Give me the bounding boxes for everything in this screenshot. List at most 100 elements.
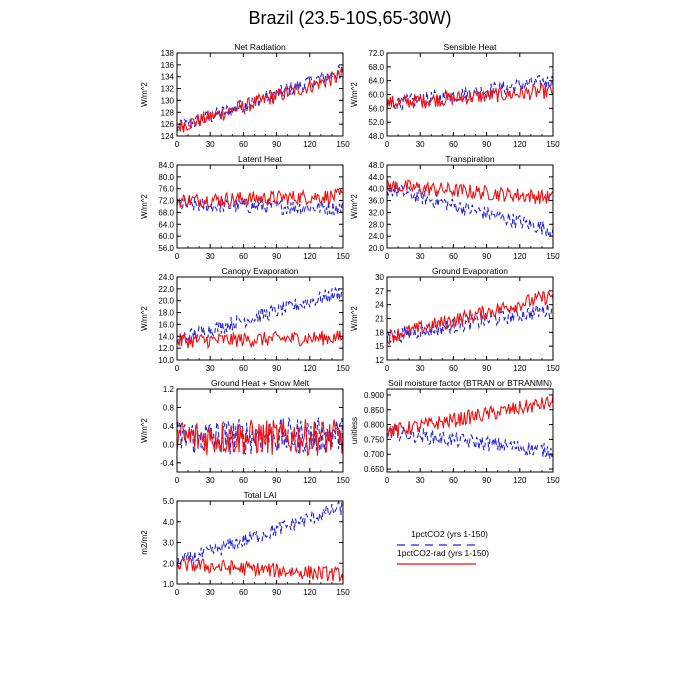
plot-frame: [386, 164, 554, 249]
y-tick-label: 10.0: [158, 356, 174, 365]
y-tick-label: 132: [161, 85, 175, 94]
y-tick-label: -0.4: [160, 459, 174, 468]
x-tick-label: 150: [336, 588, 350, 597]
y-tick-label: 30: [375, 273, 384, 282]
panel-title: Sensible Heat: [444, 42, 498, 52]
series-line-1: [177, 286, 343, 345]
y-tick-label: 72.0: [368, 49, 384, 58]
x-tick-label: 60: [239, 364, 248, 373]
x-tick-label: 120: [513, 252, 527, 261]
plot-frame: [386, 388, 554, 473]
y-tick-label: 0.750: [364, 435, 385, 444]
series-line-2: [387, 83, 553, 111]
y-tick-label: 16.0: [158, 320, 174, 329]
y-tick-label: 56.0: [368, 104, 384, 113]
x-tick-label: 0: [385, 140, 390, 149]
y-tick-label: 15: [375, 342, 384, 351]
panel-title: Ground Evaporation: [432, 266, 508, 276]
x-tick-label: 150: [336, 476, 350, 485]
x-tick-label: 120: [513, 140, 527, 149]
x-tick-label: 60: [449, 476, 458, 485]
x-tick-label: 60: [239, 252, 248, 261]
y-tick-label: 22.0: [158, 285, 174, 294]
y-tick-label: 12: [375, 356, 384, 365]
series-line-2: [177, 330, 343, 350]
x-tick-label: 120: [513, 476, 527, 485]
series-line-2: [177, 557, 343, 582]
y-tick-label: 27: [375, 287, 384, 296]
x-tick-label: 90: [272, 252, 281, 261]
y-tick-label: 2.0: [163, 559, 175, 568]
panel-title: Net Radiation: [234, 42, 286, 52]
y-tick-label: 48.0: [368, 132, 384, 141]
x-tick-label: 150: [546, 476, 560, 485]
y-axis-label: W/m^2: [350, 194, 359, 219]
x-tick-label: 30: [416, 252, 425, 261]
x-tick-label: 30: [206, 476, 215, 485]
y-tick-label: 72.0: [158, 197, 174, 206]
x-tick-label: 90: [272, 140, 281, 149]
panel-net-radiation: Net Radiation 0 30 60 90 120 150 124 126 128 130 13…: [140, 42, 350, 149]
y-tick-label: 76.0: [158, 185, 174, 194]
y-axis-label: W/m^2: [350, 306, 359, 331]
panel-ground-heat-snow-melt: Ground Heat + Snow Melt 0 30 60 90 120 150 -0.4…: [140, 378, 350, 485]
y-tick-label: 18: [375, 328, 384, 337]
panel-transpiration: Transpiration 0 30 60 90 120 150 20.0 24.0 28.0 32…: [350, 154, 560, 261]
x-tick-label: 90: [482, 364, 491, 373]
y-tick-label: 64.0: [158, 220, 174, 229]
y-tick-label: 3.0: [163, 539, 175, 548]
legend-label: 1pctCO2 (yrs 1-150): [411, 529, 488, 539]
y-tick-label: 0.850: [364, 406, 385, 415]
series-line-2: [177, 68, 343, 133]
x-tick-label: 0: [385, 364, 390, 373]
series-line-2: [387, 178, 553, 205]
x-tick-label: 90: [482, 140, 491, 149]
x-tick-label: 60: [239, 588, 248, 597]
x-tick-label: 90: [272, 588, 281, 597]
y-tick-label: 84.0: [158, 161, 174, 170]
y-axis-label: W/m^2: [140, 194, 149, 219]
y-tick-label: 21: [375, 315, 384, 324]
y-tick-label: 24.0: [158, 273, 174, 282]
x-tick-label: 30: [416, 140, 425, 149]
y-axis-label: W/m^2: [350, 82, 359, 107]
series-line-2: [177, 188, 343, 209]
y-axis-label: W/m^2: [140, 306, 149, 331]
y-tick-label: 1.2: [163, 385, 175, 394]
x-tick-label: 150: [546, 364, 560, 373]
y-tick-label: 48.0: [368, 161, 384, 170]
x-tick-label: 120: [303, 140, 317, 149]
series-line-1: [177, 501, 343, 570]
x-tick-label: 60: [449, 140, 458, 149]
panel-title: Ground Heat + Snow Melt: [211, 378, 310, 388]
x-tick-label: 150: [336, 140, 350, 149]
y-tick-label: 134: [161, 73, 175, 82]
legend-label: 1pctCO2-rad (yrs 1-150): [397, 548, 489, 558]
x-tick-label: 30: [206, 588, 215, 597]
series-line-1: [387, 423, 553, 460]
x-tick-label: 30: [416, 476, 425, 485]
y-tick-label: 20.0: [368, 244, 384, 253]
panel-title: Latent Heat: [238, 154, 283, 164]
plot-frame: [386, 276, 554, 361]
y-tick-label: 12.0: [158, 344, 174, 353]
y-tick-label: 28.0: [368, 220, 384, 229]
y-tick-label: 24.0: [368, 232, 384, 241]
y-tick-label: 32.0: [368, 208, 384, 217]
x-tick-label: 30: [206, 252, 215, 261]
y-axis-label: W/m^2: [140, 418, 149, 443]
panel-title: Soil moisture factor (BTRAN or BTRANMN): [388, 378, 552, 388]
x-tick-label: 0: [175, 476, 180, 485]
y-axis-label: W/m^2: [140, 82, 149, 107]
x-tick-label: 120: [303, 252, 317, 261]
x-tick-label: 0: [175, 140, 180, 149]
legend: 1pctCO2 (yrs 1-150) 1pctCO2-rad (yrs 1-15…: [397, 529, 489, 565]
panel-title: Transpiration: [445, 154, 495, 164]
plot-frame: [176, 164, 344, 249]
x-tick-label: 120: [303, 364, 317, 373]
figure-title: Brazil (23.5-10S,65-30W): [248, 8, 452, 28]
y-tick-label: 126: [161, 120, 175, 129]
x-tick-label: 90: [482, 252, 491, 261]
panel-soil-moisture-factor-btran-or-btranmn-: Soil moisture factor (BTRAN or BTRANMN) 0…: [350, 378, 560, 485]
y-tick-label: 124: [161, 132, 175, 141]
